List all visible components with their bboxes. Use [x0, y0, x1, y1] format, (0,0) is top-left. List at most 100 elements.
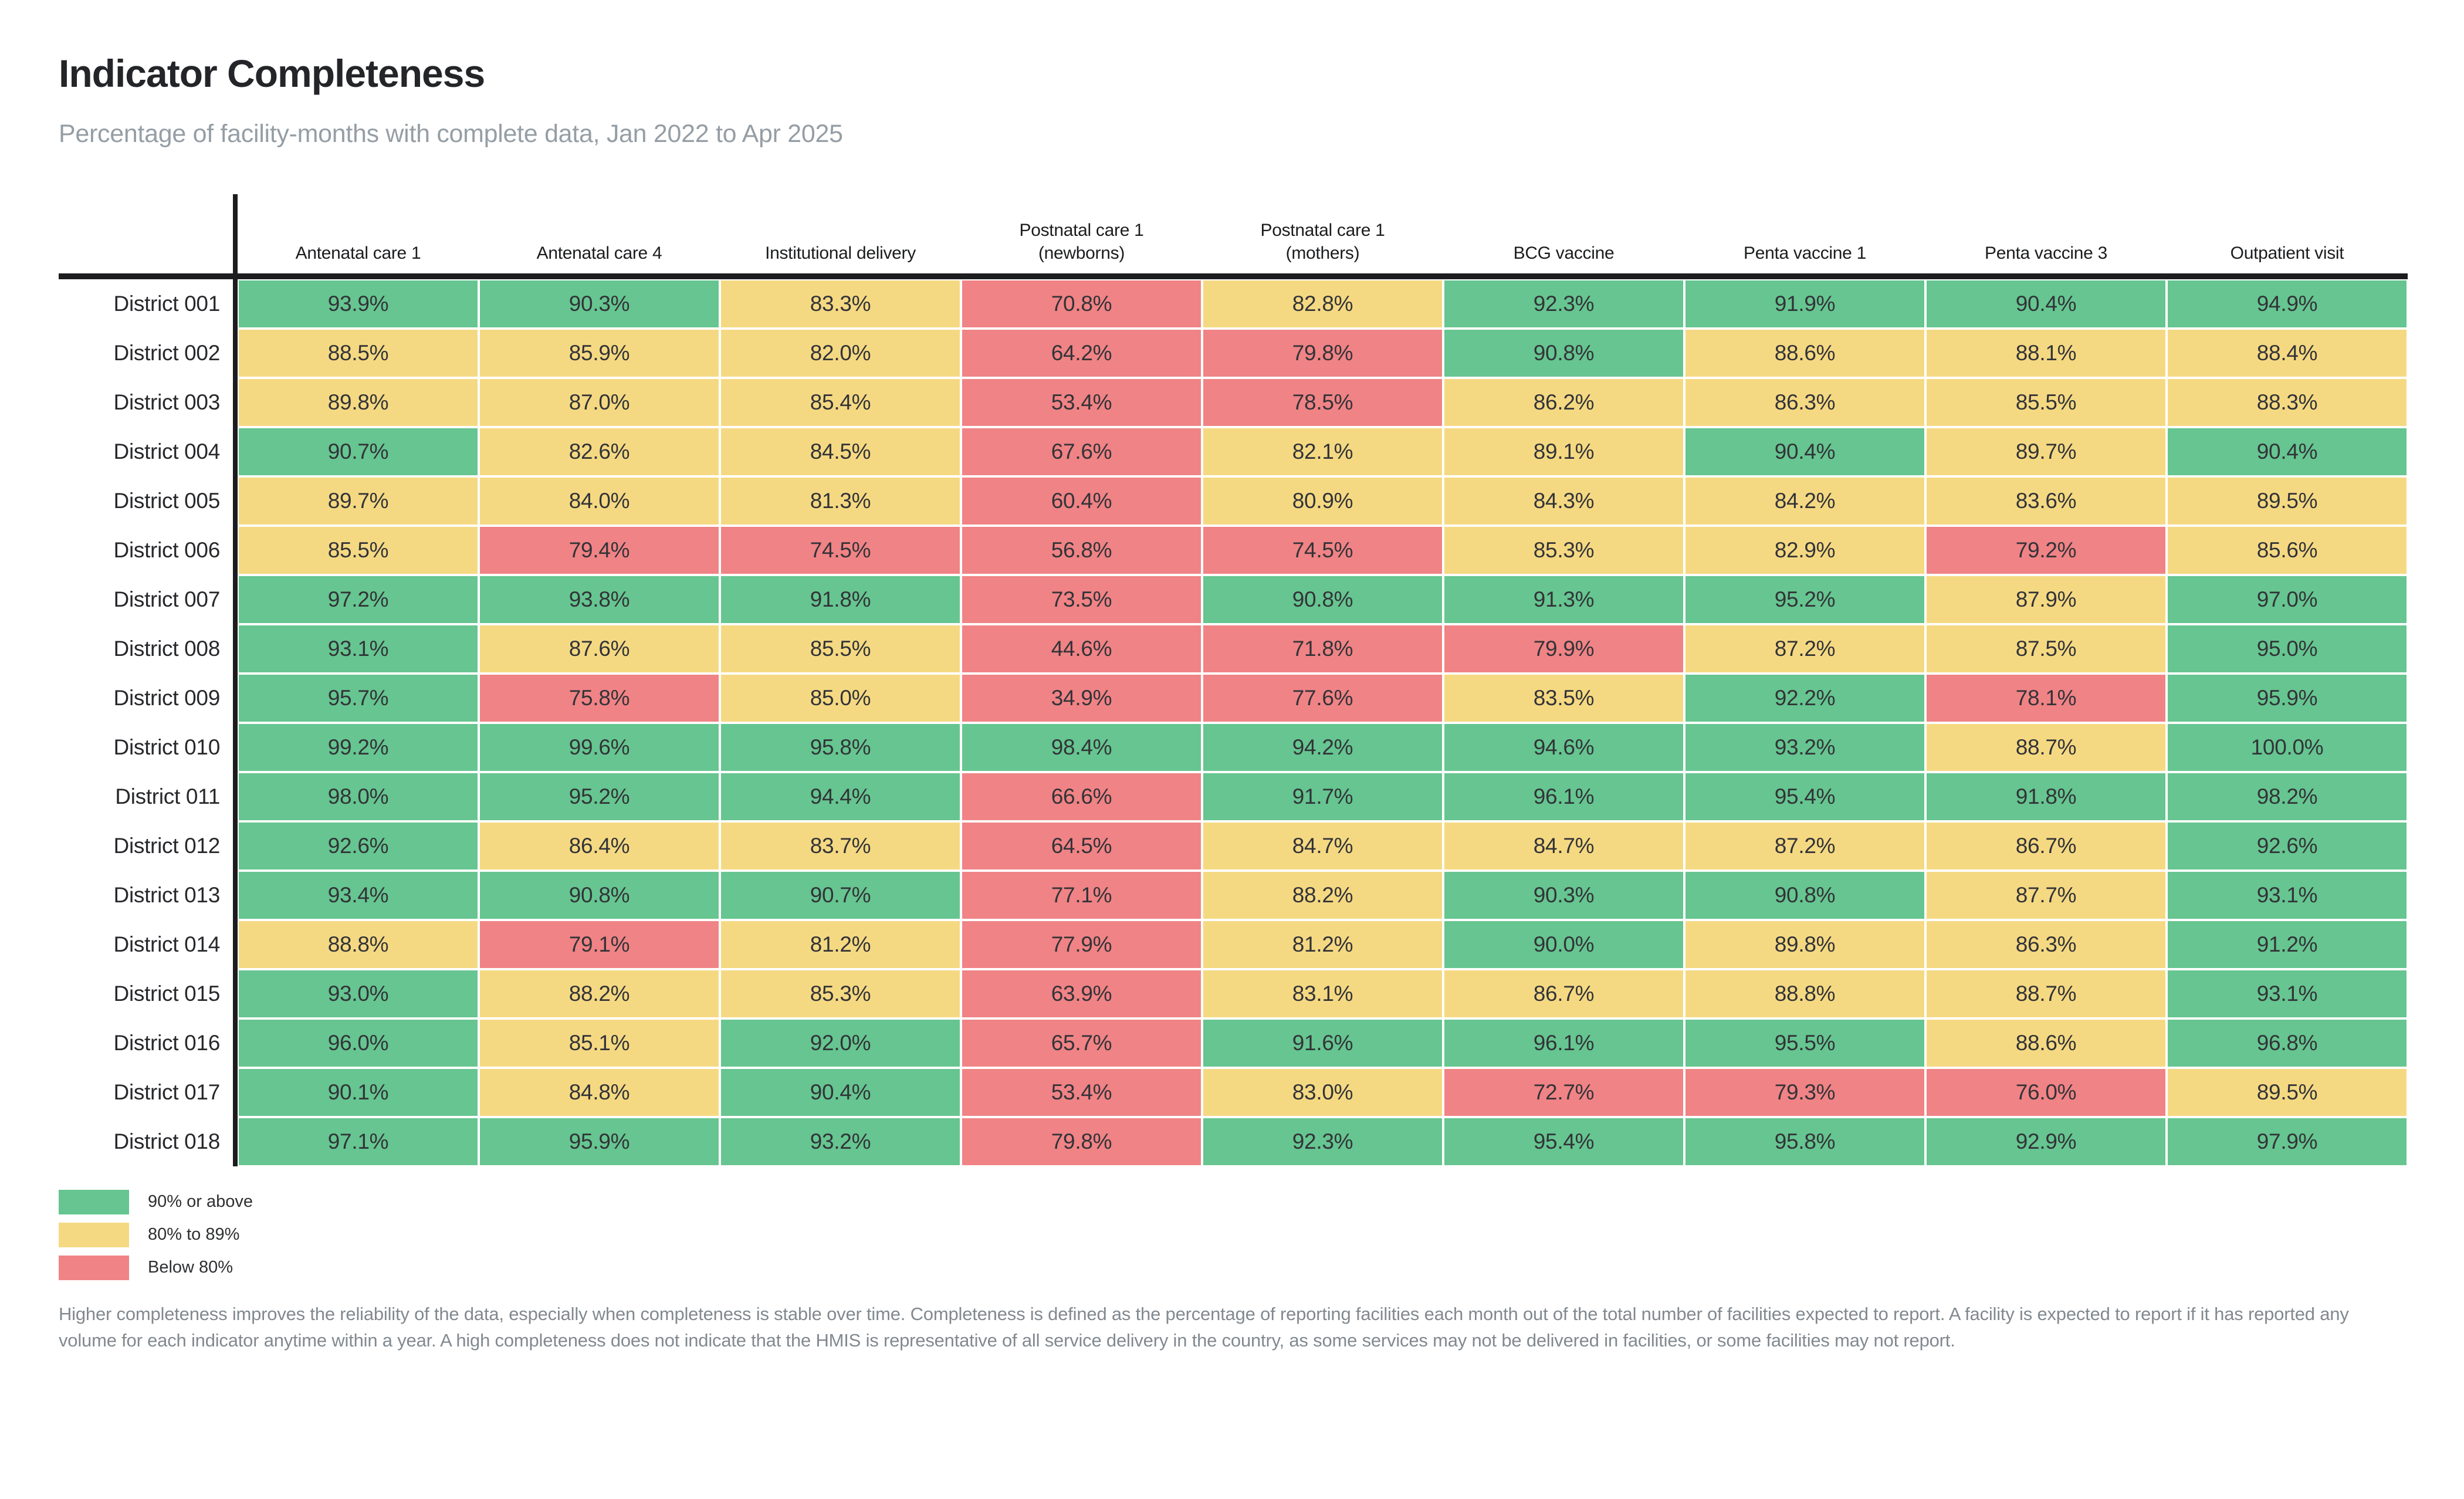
- heatmap-cell: 95.8%: [720, 722, 961, 772]
- heatmap-cell: 88.6%: [1684, 328, 1925, 378]
- row-label: District 011: [115, 784, 220, 808]
- heatmap-cell: 82.0%: [720, 328, 961, 378]
- heatmap-cell: 79.2%: [1925, 525, 2167, 575]
- page-title: Indicator Completeness: [59, 52, 485, 95]
- heatmap-cell: 90.3%: [1443, 870, 1684, 920]
- heatmap-cell: 95.0%: [2167, 624, 2408, 674]
- row-label: District 002: [113, 340, 221, 365]
- heatmap-cell: 79.8%: [1202, 328, 1443, 378]
- column-header-row: Antenatal care 1 Antenatal care 4 Institut…: [59, 194, 2408, 273]
- heatmap-cell: 82.1%: [1202, 427, 1443, 476]
- heatmap-cell: 97.1%: [238, 1116, 479, 1166]
- heatmap-cell: 92.6%: [238, 821, 479, 871]
- heatmap-cell: 79.8%: [961, 1116, 1202, 1166]
- heatmap-cell: 91.8%: [1925, 772, 2167, 821]
- legend: 90% or above 80% to 89% Below 80%: [59, 1189, 2429, 1280]
- heatmap-cell: 95.2%: [479, 772, 720, 821]
- footnote: Higher completeness improves the reliabi…: [59, 1303, 2349, 1351]
- heatmap-cell: 85.9%: [479, 328, 720, 378]
- heatmap-cell: 81.3%: [720, 476, 961, 526]
- heatmap-cell: 92.3%: [1202, 1116, 1443, 1166]
- heatmap-cell: 85.1%: [479, 1018, 720, 1068]
- heatmap-cell: 93.0%: [238, 969, 479, 1018]
- heatmap-cell: 90.7%: [720, 870, 961, 920]
- heatmap-cell: 94.4%: [720, 772, 961, 821]
- heatmap-cell: 77.6%: [1202, 673, 1443, 723]
- heatmap-cell: 83.6%: [1925, 476, 2167, 526]
- row-label: District 012: [113, 833, 221, 858]
- heatmap-cell: 88.8%: [238, 919, 479, 969]
- heatmap-cell: 70.8%: [961, 279, 1202, 329]
- heatmap-cell: 95.8%: [1684, 1116, 1925, 1166]
- page-subtitle: Percentage of facility-months with compl…: [59, 119, 843, 148]
- row-label: District 017: [113, 1080, 221, 1104]
- heatmap-cell: 74.5%: [720, 525, 961, 575]
- heatmap-cell: 90.8%: [1684, 870, 1925, 920]
- row-label: District 007: [113, 587, 221, 611]
- heatmap-cell: 82.6%: [479, 427, 720, 476]
- column-header-spacer: [59, 194, 238, 273]
- heatmap-cell: 95.9%: [479, 1116, 720, 1166]
- row-label: District 004: [113, 439, 221, 463]
- heatmap-cell: 81.2%: [1202, 919, 1443, 969]
- heatmap-cell: 84.0%: [479, 476, 720, 526]
- heatmap-cell: 95.4%: [1684, 772, 1925, 821]
- heatmap-cell: 89.8%: [1684, 919, 1925, 969]
- heatmap-cell: 66.6%: [961, 772, 1202, 821]
- heatmap-cell: 84.7%: [1443, 821, 1684, 871]
- legend-label: 80% to 89%: [148, 1225, 240, 1244]
- row-label: District 015: [113, 981, 221, 1006]
- heatmap-cell: 95.9%: [2167, 673, 2408, 723]
- heatmap-cell: 83.5%: [1443, 673, 1684, 723]
- heatmap-cell: 83.0%: [1202, 1067, 1443, 1117]
- heatmap-cell: 71.8%: [1202, 624, 1443, 674]
- heatmap-cell: 89.5%: [2167, 476, 2408, 526]
- indicator-completeness-report: Indicator Completeness Percentage of fac…: [0, 52, 2464, 1354]
- completeness-heatmap: Antenatal care 1 Antenatal care 4 Institut…: [59, 194, 2408, 1166]
- legend-item: Below 80%: [59, 1255, 2429, 1280]
- heatmap-cell: 82.8%: [1202, 279, 1443, 329]
- legend-label: Below 80%: [148, 1258, 233, 1277]
- heatmap-cell: 96.1%: [1443, 772, 1684, 821]
- heatmap-cell: 88.7%: [1925, 722, 2167, 772]
- table-top-border: [59, 273, 2408, 279]
- heatmap-cell: 84.2%: [1684, 476, 1925, 526]
- heatmap-cell: 93.8%: [479, 574, 720, 624]
- heatmap-cell: 78.5%: [1202, 377, 1443, 427]
- heatmap-cell: 97.0%: [2167, 574, 2408, 624]
- legend-item: 80% to 89%: [59, 1222, 2429, 1247]
- heatmap-cell: 83.3%: [720, 279, 961, 329]
- heatmap-cell: 90.4%: [1925, 279, 2167, 329]
- heatmap-cell: 93.1%: [2167, 870, 2408, 920]
- heatmap-cell: 91.8%: [720, 574, 961, 624]
- heatmap-cell: 94.9%: [2167, 279, 2408, 329]
- heatmap-cell: 86.2%: [1443, 377, 1684, 427]
- heatmap-cell: 60.4%: [961, 476, 1202, 526]
- heatmap-cell: 90.3%: [479, 279, 720, 329]
- heatmap-body: District 001 93.9% 90.3% 83.3% 70.8% 82.8% 92.…: [59, 279, 2408, 1166]
- heatmap-cell: 89.7%: [1925, 427, 2167, 476]
- heatmap-cell: 87.0%: [479, 377, 720, 427]
- column-header: Penta vaccine 1: [1744, 243, 1866, 263]
- legend-swatch-yellow: [59, 1222, 129, 1247]
- heatmap-cell: 91.7%: [1202, 772, 1443, 821]
- heatmap-cell: 85.3%: [1443, 525, 1684, 575]
- column-header: Outpatient visit: [2230, 243, 2344, 263]
- heatmap-cell: 93.9%: [238, 279, 479, 329]
- heatmap-cell: 98.4%: [961, 722, 1202, 772]
- heatmap-cell: 85.4%: [720, 377, 961, 427]
- heatmap-cell: 85.5%: [720, 624, 961, 674]
- heatmap-cell: 97.9%: [2167, 1116, 2408, 1166]
- heatmap-cell: 88.2%: [1202, 870, 1443, 920]
- heatmap-cell: 96.0%: [238, 1018, 479, 1068]
- heatmap-cell: 87.6%: [479, 624, 720, 674]
- heatmap-cell: 90.8%: [1202, 574, 1443, 624]
- row-label: District 001: [113, 291, 221, 316]
- heatmap-cell: 74.5%: [1202, 525, 1443, 575]
- heatmap-cell: 90.4%: [1684, 427, 1925, 476]
- heatmap-cell: 90.4%: [2167, 427, 2408, 476]
- heatmap-cell: 92.2%: [1684, 673, 1925, 723]
- heatmap-cell: 92.3%: [1443, 279, 1684, 329]
- heatmap-cell: 88.2%: [479, 969, 720, 1018]
- heatmap-cell: 67.6%: [961, 427, 1202, 476]
